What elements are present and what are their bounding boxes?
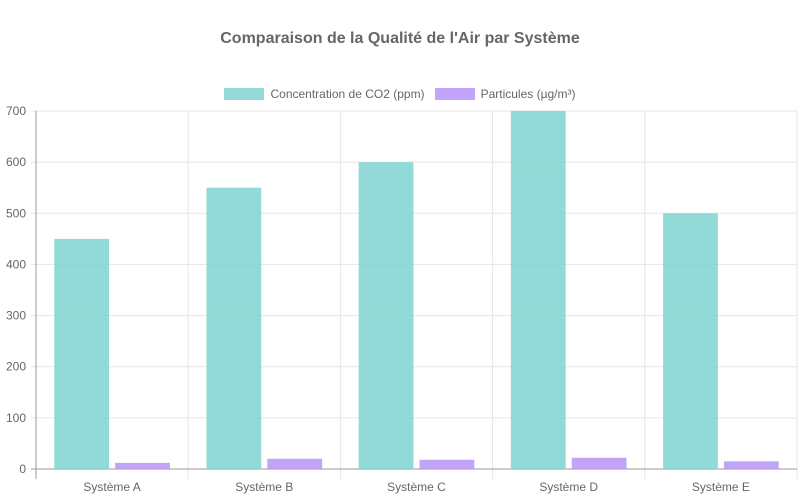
x-tick-label: Système C bbox=[387, 480, 446, 494]
x-tick-label: Système B bbox=[235, 480, 293, 494]
bar-particles bbox=[571, 457, 627, 469]
bar-co2 bbox=[510, 111, 566, 469]
chart-title: Comparaison de la Qualité de l'Air par S… bbox=[220, 30, 580, 47]
legend-label-particles: Particules (µg/m³) bbox=[480, 87, 576, 101]
y-tick-label: 600 bbox=[6, 155, 26, 169]
x-tick-label: Système D bbox=[539, 480, 598, 494]
bar-co2 bbox=[206, 187, 262, 469]
y-tick-label: 300 bbox=[6, 309, 26, 323]
legend-swatch-particles bbox=[434, 88, 475, 100]
y-tick-label: 100 bbox=[6, 411, 26, 425]
y-tick-label: 400 bbox=[6, 257, 26, 271]
chart-legend: Concentration de CO2 (ppm) Particules (µ… bbox=[0, 87, 800, 101]
bar-co2 bbox=[358, 162, 414, 469]
bar-particles bbox=[267, 458, 323, 469]
y-tick-label: 500 bbox=[6, 206, 26, 220]
y-tick-label: 200 bbox=[6, 360, 26, 374]
bar-particles bbox=[115, 462, 170, 469]
legend-item-particles[interactable]: Particules (µg/m³) bbox=[434, 87, 576, 101]
x-tick-label: Système E bbox=[692, 480, 750, 494]
y-tick-label: 0 bbox=[19, 462, 26, 476]
legend-swatch-co2 bbox=[224, 88, 265, 100]
bar-particles bbox=[419, 459, 475, 469]
x-tick-label: Système A bbox=[83, 480, 140, 494]
legend-label-co2: Concentration de CO2 (ppm) bbox=[270, 87, 425, 101]
bar-co2 bbox=[663, 213, 718, 469]
bar-co2 bbox=[54, 238, 110, 469]
y-tick-label: 700 bbox=[6, 104, 26, 118]
legend-item-co2[interactable]: Concentration de CO2 (ppm) bbox=[224, 87, 425, 101]
bar-particles bbox=[723, 461, 779, 469]
